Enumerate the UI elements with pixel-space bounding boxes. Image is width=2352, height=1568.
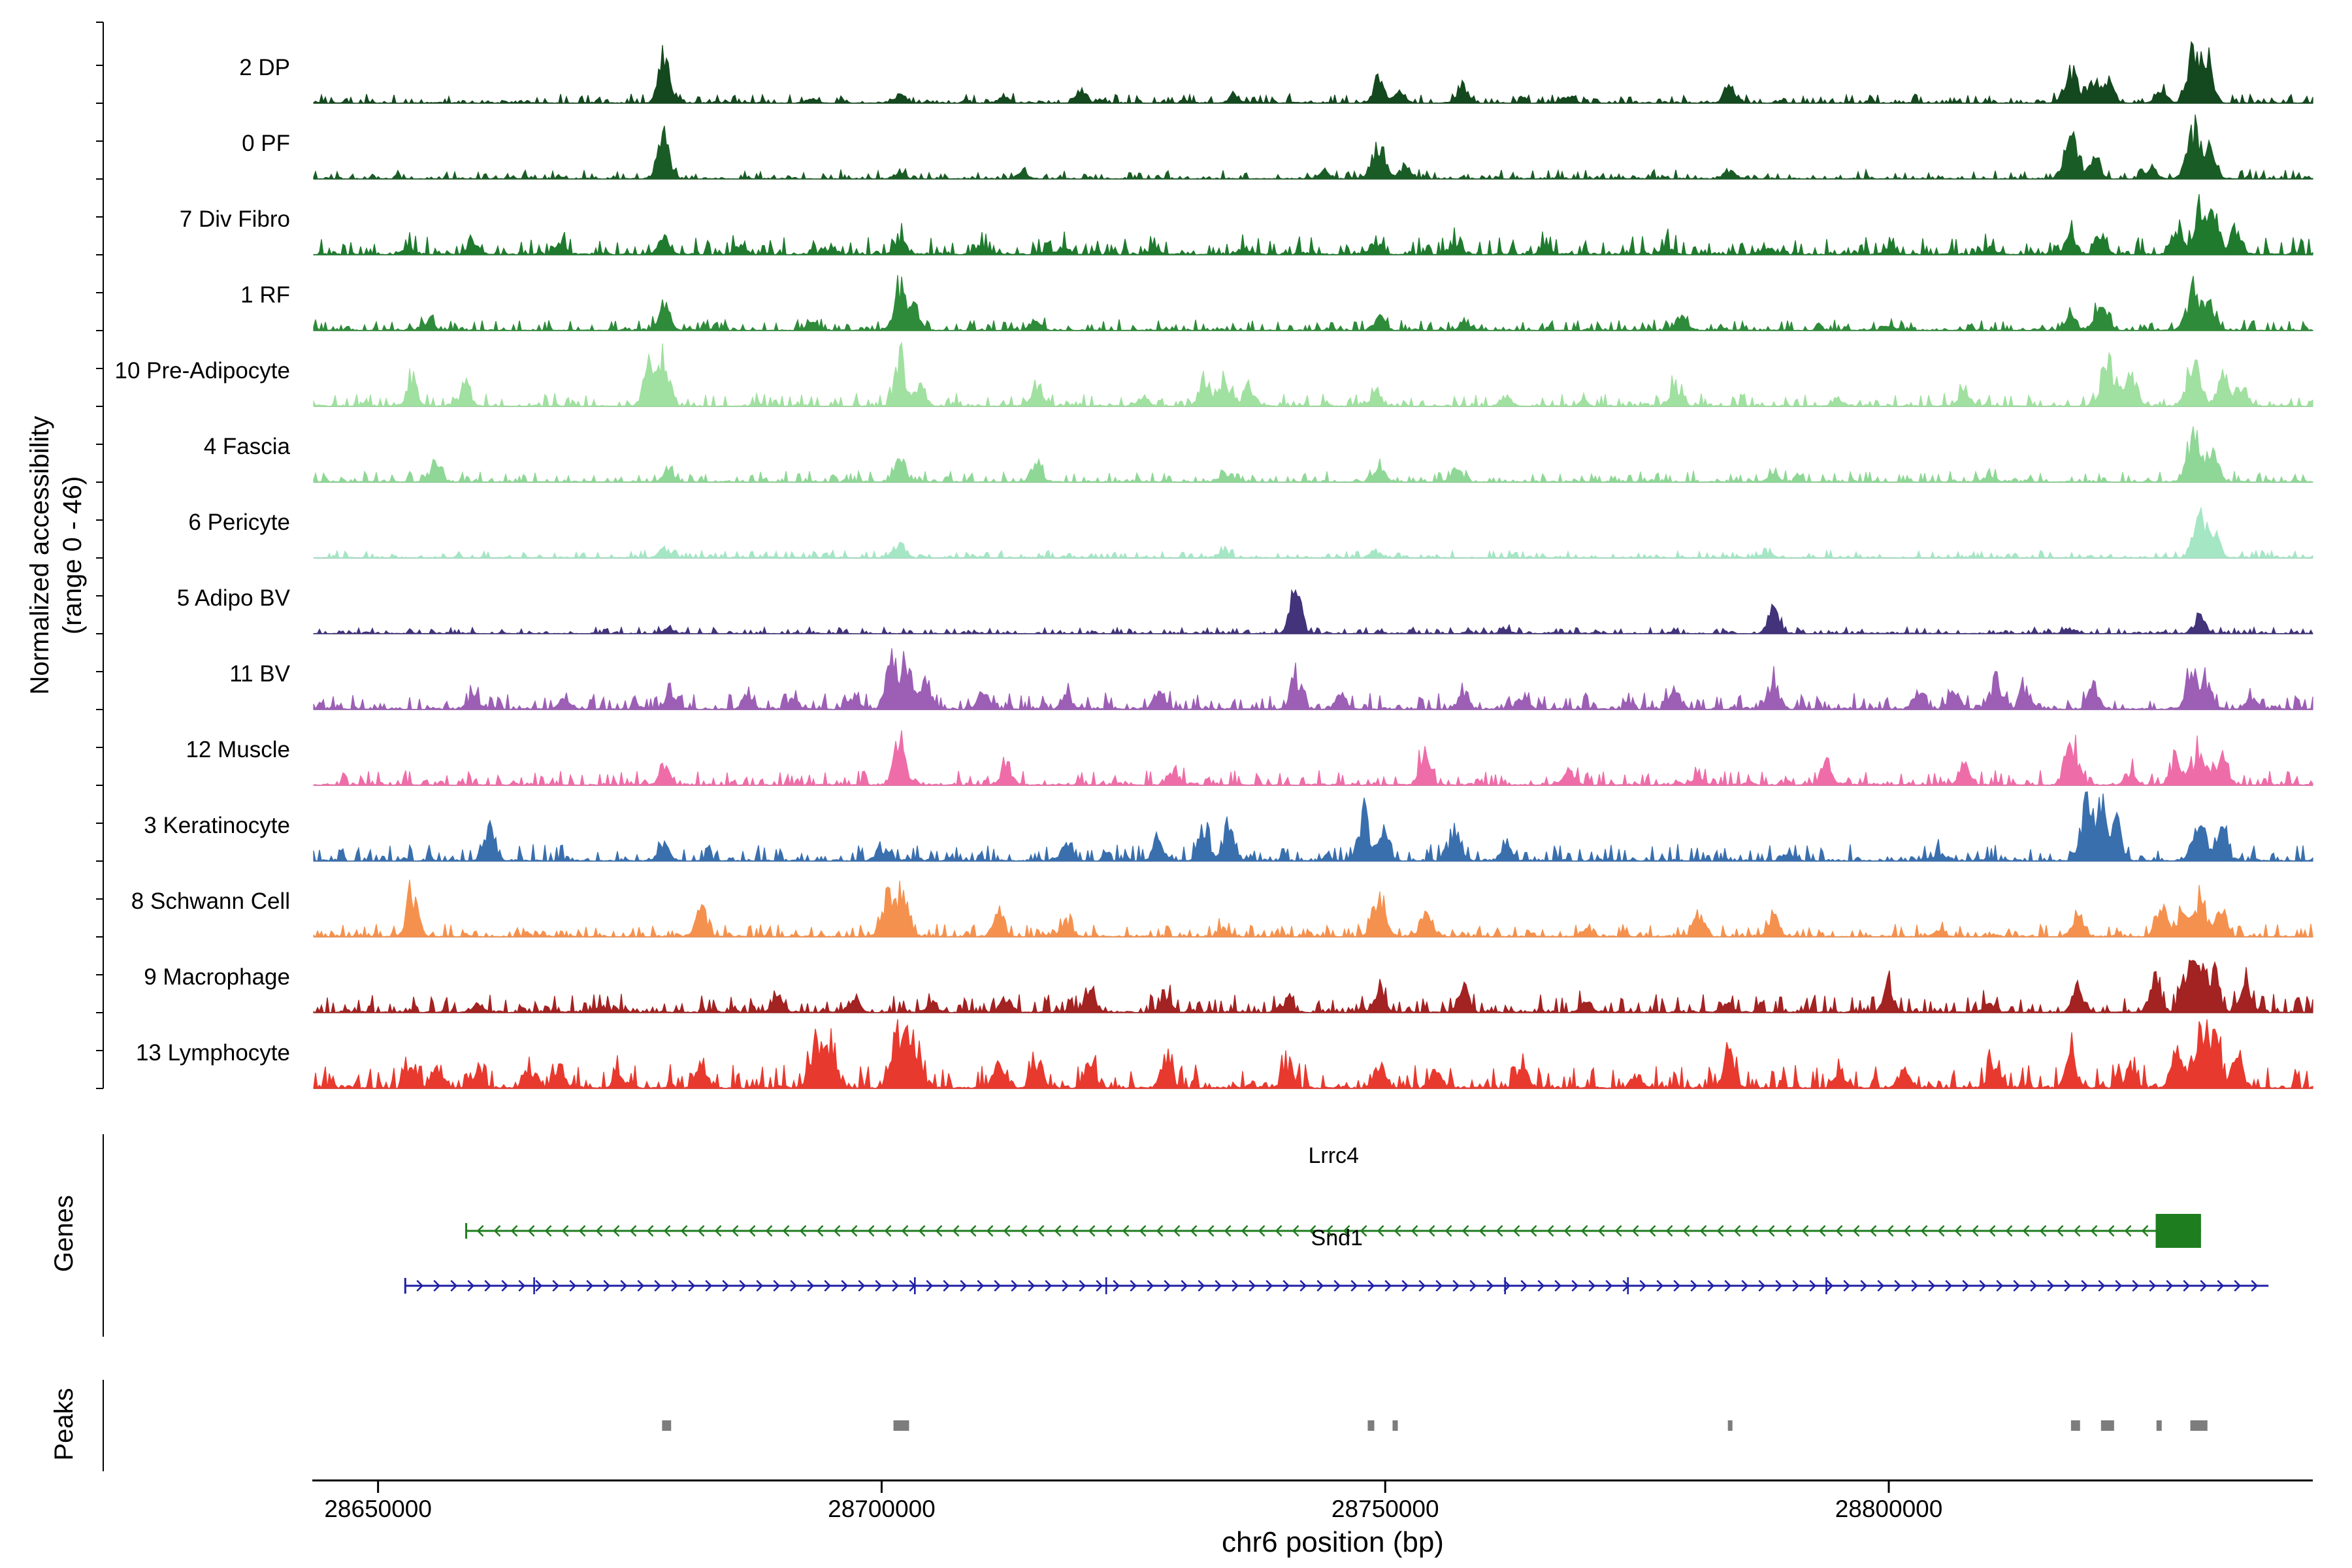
peak-marker [1727,1420,1733,1431]
peak-marker [2100,1420,2114,1431]
x-axis-title: chr6 position (bp) [1222,1526,1444,1558]
gene-lrrc4: Lrrc4 [465,1143,2201,1248]
track-signal-7-div-fibro [313,194,2313,257]
x-tick-label: 28750000 [1331,1495,1439,1522]
track-9-macrophage [313,959,2313,1015]
peak-marker [893,1420,909,1431]
peak-marker [2070,1420,2080,1431]
track-6-pericyte [313,507,2313,559]
track-4-fascia [313,426,2313,483]
track-13-lymphocyte [313,1019,2313,1090]
track-signal-13-lymphocyte [313,1019,2313,1090]
tracks-y-axis [96,22,104,1089]
peak-marker [2156,1420,2162,1431]
x-tick-label: 28700000 [828,1495,936,1522]
track-signal-6-pericyte [313,507,2313,559]
peaks-section-label: Peaks [50,1388,78,1461]
track-signal-5-adipo-bv [313,589,2313,635]
track-1-rf [313,274,2313,333]
x-tick-label: 28650000 [324,1495,432,1522]
track-11-bv [313,648,2313,711]
track-signal-11-bv [313,648,2313,711]
track-3-keratinocyte [313,791,2313,863]
peaks-row [662,1420,2208,1431]
track-signal-4-fascia [313,426,2313,483]
track-signal-2-dp [313,41,2313,105]
track-8-schwann-cell [313,879,2313,939]
peak-marker [1367,1420,1375,1431]
peak-marker [1392,1420,1398,1431]
peak-marker [662,1420,672,1431]
gene-label-snd1: Snd1 [1311,1226,1363,1250]
track-signal-0-pf [313,114,2313,180]
track-signal-9-macrophage [313,959,2313,1015]
track-signal-10-pre-adipocyte [313,341,2313,408]
track-7-div-fibro [313,194,2313,257]
track-signal-3-keratinocyte [313,791,2313,863]
track-signal-12-muscle [313,730,2313,787]
track-signal-8-schwann-cell [313,879,2313,939]
y-axis-label-line1: Normalized accessibility [25,416,54,695]
track-2-dp [313,41,2313,105]
y-axis-label: Normalized accessibility (range 0 - 46) [24,163,89,947]
track-0-pf [313,114,2313,180]
x-tick-label: 28800000 [1835,1495,1943,1522]
y-axis-label-line2: (range 0 - 46) [58,476,87,635]
track-5-adipo-bv [313,589,2313,635]
track-12-muscle [313,730,2313,787]
gene-label-lrrc4: Lrrc4 [1308,1143,1358,1168]
peak-marker [2190,1420,2208,1431]
x-axis: 28650000 28700000 28750000 28800000 [312,1479,2313,1522]
gene-snd1: Snd1 [404,1226,2269,1294]
track-10-pre-adipocyte [313,341,2313,408]
track-signal-1-rf [313,274,2313,333]
